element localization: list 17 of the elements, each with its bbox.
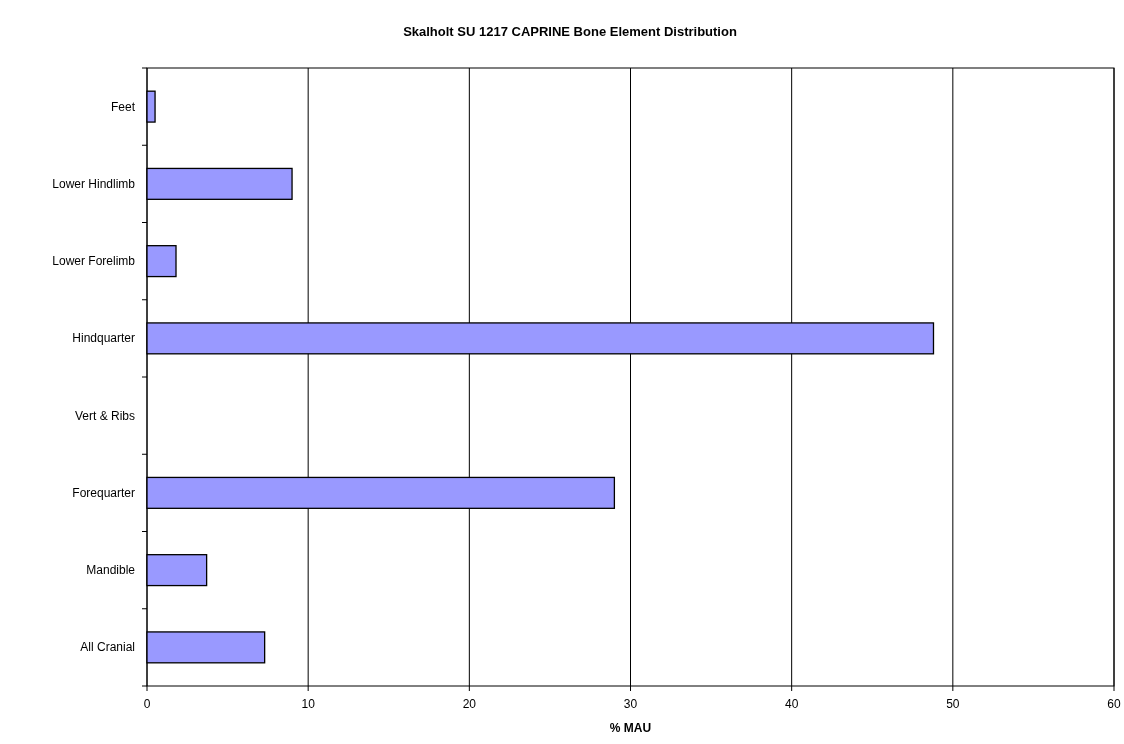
x-tick-label: 20 — [462, 697, 477, 711]
y-tick-label: Forequarter — [72, 485, 135, 500]
y-tick-label: Lower Hindlimb — [52, 176, 136, 191]
chart-title: Skalholt SU 1217 CAPRINE Bone Element Distribution — [403, 24, 737, 39]
y-tick-label: Hindquarter — [72, 331, 135, 346]
y-tick-label: Lower Forelimb — [52, 254, 136, 269]
y-tick-label: Vert & Ribs — [74, 408, 135, 423]
x-tick-label: 60 — [1107, 697, 1121, 711]
x-tick-label: 50 — [946, 697, 960, 711]
x-axis-title: % MAU — [609, 721, 652, 735]
x-tick-label: 0 — [143, 697, 151, 711]
y-tick-label: Mandible — [86, 563, 136, 578]
y-tick-label: All Cranial — [80, 640, 135, 655]
x-tick-label: 40 — [784, 697, 799, 711]
x-tick-label: 10 — [301, 697, 316, 711]
x-tick-label: 30 — [623, 697, 638, 711]
y-tick-label: Feet — [110, 99, 136, 114]
